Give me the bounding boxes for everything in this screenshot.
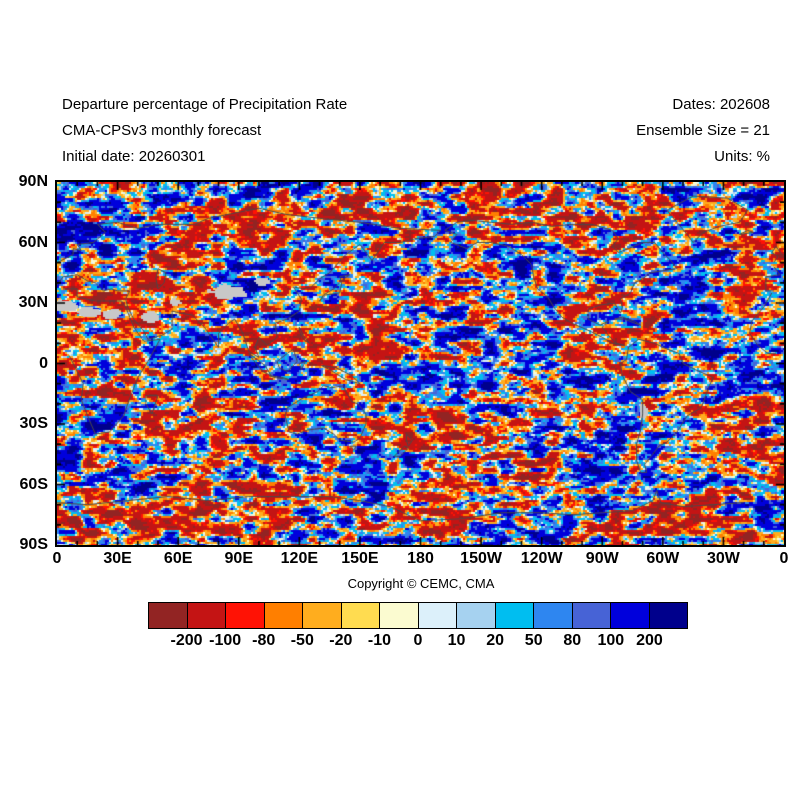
lat-tick-label: 0 xyxy=(39,354,48,372)
colorbar-swatch xyxy=(225,602,265,629)
colorbar-boundary-label: -20 xyxy=(329,632,353,649)
lon-tick-label: 150E xyxy=(341,550,379,567)
colorbar-boundary-label: -100 xyxy=(209,632,242,649)
lon-tick-label: 90W xyxy=(585,550,619,567)
colorbar-swatch xyxy=(533,602,573,629)
plot-title: Departure percentage of Precipitation Ra… xyxy=(62,96,348,113)
colorbar-swatch xyxy=(571,602,611,629)
colorbar-swatch xyxy=(610,602,650,629)
lon-tick-label: 90E xyxy=(224,550,253,567)
ensemble-size-line: Ensemble Size = 21 xyxy=(636,122,770,139)
colorbar-swatch xyxy=(456,602,496,629)
lat-tick-label: 30N xyxy=(18,294,48,311)
map-panel xyxy=(55,180,786,547)
lat-tick-label: 90N xyxy=(18,173,48,190)
colorbar-swatch xyxy=(148,602,188,629)
lat-tick-label: 60N xyxy=(18,233,48,251)
colorbar-swatch xyxy=(263,602,303,629)
units-line: Units: % xyxy=(714,148,770,165)
lon-tick-label: 60E xyxy=(163,550,193,567)
lon-tick-label: 120E xyxy=(280,550,319,567)
lat-tick-label: 30S xyxy=(19,415,48,432)
colorbar-boundary-label: 100 xyxy=(597,632,625,649)
colorbar-boundary-label: -80 xyxy=(252,632,276,649)
colorbar-boundary-label: 10 xyxy=(447,632,466,649)
colorbar-boundary-label: 80 xyxy=(563,632,582,649)
colorbar-boundary-label: -50 xyxy=(290,632,314,649)
lon-tick-label: 0 xyxy=(779,550,789,567)
lon-tick-label: 180 xyxy=(407,550,434,567)
colorbar-swatch xyxy=(302,602,342,629)
colorbar-boundary-label: 0 xyxy=(413,632,423,649)
colorbar-swatch xyxy=(648,602,688,629)
colorbar-boundary-label: -200 xyxy=(170,632,203,649)
colorbar xyxy=(148,602,688,629)
lon-tick-label: 0 xyxy=(52,550,62,567)
copyright-note: Copyright © CEMC, CMA xyxy=(347,576,495,591)
lon-tick-label: 120W xyxy=(520,550,563,567)
initial-date-line: Initial date: 20260301 xyxy=(62,148,206,165)
colorbar-swatch xyxy=(186,602,226,629)
colorbar-boundary-label: -10 xyxy=(367,632,391,649)
lat-tick-label: 60S xyxy=(19,475,48,493)
colorbar-swatch xyxy=(494,602,534,629)
lon-tick-label: 30W xyxy=(706,550,740,567)
colorbar-boundary-label: 20 xyxy=(486,632,505,649)
colorbar-boundary-label: 200 xyxy=(636,632,663,649)
anomaly-map-canvas xyxy=(57,182,784,545)
colorbar-swatch xyxy=(379,602,419,629)
lon-tick-label: 150W xyxy=(460,550,502,567)
dates-line: Dates: 202608 xyxy=(672,96,770,113)
lat-tick-label: 90S xyxy=(19,536,48,553)
colorbar-swatch xyxy=(340,602,380,629)
lon-tick-label: 60W xyxy=(646,550,680,567)
model-subtitle: CMA-CPSv3 monthly forecast xyxy=(62,122,262,139)
colorbar-swatch xyxy=(417,602,457,629)
lon-tick-label: 30E xyxy=(103,550,132,567)
colorbar-boundary-label: 50 xyxy=(524,632,543,649)
